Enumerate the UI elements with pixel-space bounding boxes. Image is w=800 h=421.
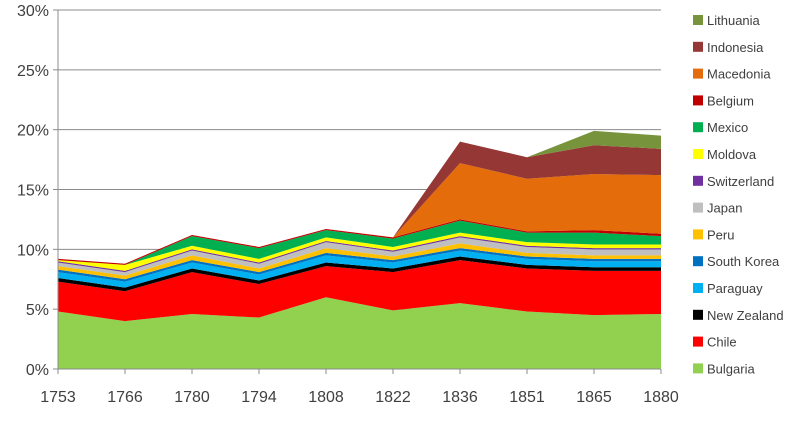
legend-label: Indonesia xyxy=(707,40,764,55)
x-tick-label: 1808 xyxy=(308,389,344,406)
x-tick-label: 1822 xyxy=(375,389,411,406)
legend-label: Bulgaria xyxy=(707,361,755,376)
area-chile xyxy=(58,260,661,322)
legend-swatch xyxy=(693,41,703,52)
legend-item-peru: Peru xyxy=(693,227,734,242)
legend-item-bulgaria: Bulgaria xyxy=(693,361,755,376)
legend-item-mexico: Mexico xyxy=(693,120,748,135)
legend-item-new-zealand: New Zealand xyxy=(693,308,784,323)
area-moldova xyxy=(58,232,661,271)
area-paraguay xyxy=(58,250,661,288)
x-tick-label: 1794 xyxy=(241,389,277,406)
x-tick-label: 1780 xyxy=(174,389,210,406)
x-tick-label: 1836 xyxy=(442,389,478,406)
legend-swatch xyxy=(693,283,703,293)
legend-label: South Korea xyxy=(707,254,780,269)
area-new-zealand xyxy=(58,256,661,292)
area-bulgaria xyxy=(58,297,661,369)
y-tick-label: 0% xyxy=(26,362,49,379)
legend-item-japan: Japan xyxy=(693,201,742,216)
y-tick-label: 30% xyxy=(17,3,49,20)
x-tick-label: 1851 xyxy=(509,389,545,406)
axes: 0% 5% 10% 15% 20% 25% 30% 1753 1766 1780 1794 1808 1… xyxy=(17,3,679,406)
legend-swatch xyxy=(693,336,703,347)
y-tick-label: 20% xyxy=(17,123,49,140)
legend-label: Moldova xyxy=(707,147,757,162)
legend-swatch xyxy=(693,15,703,25)
legend-item-lithuania: Lithuania xyxy=(693,13,761,28)
x-tick-label: 1880 xyxy=(643,389,679,406)
legend-swatch xyxy=(693,175,703,186)
y-tick-label: 15% xyxy=(17,183,49,200)
legend-label: Lithuania xyxy=(707,13,761,28)
area-japan xyxy=(58,237,661,276)
legend-swatch xyxy=(693,149,703,159)
area-mexico xyxy=(58,220,661,265)
legend-label: Peru xyxy=(707,227,734,242)
legend-item-paraguay: Paraguay xyxy=(693,281,763,296)
legend-swatch xyxy=(693,68,703,79)
legend-label: Chile xyxy=(707,335,737,350)
legend-swatch xyxy=(693,122,703,133)
x-tick-label: 1753 xyxy=(40,389,76,406)
area-south-korea xyxy=(58,248,661,282)
y-tick-label: 25% xyxy=(17,63,49,80)
y-tick-label: 5% xyxy=(26,302,49,319)
legend-swatch xyxy=(693,95,703,106)
legend-label: Japan xyxy=(707,201,742,216)
area-switzerland xyxy=(58,236,661,273)
legend-label: Belgium xyxy=(707,93,754,108)
y-tick-label: 10% xyxy=(17,242,49,259)
legend-label: Macedonia xyxy=(707,67,771,82)
legend-label: Paraguay xyxy=(707,281,763,296)
area-indonesia xyxy=(58,141,661,264)
legend-item-macedonia: Macedonia xyxy=(693,67,771,82)
legend-label: Switzerland xyxy=(707,174,774,189)
legend-item-chile: Chile xyxy=(693,335,737,350)
legend-label: Mexico xyxy=(707,120,748,135)
area-macedonia xyxy=(58,163,661,264)
legend-item-south-korea: South Korea xyxy=(693,254,780,269)
legend-swatch xyxy=(693,363,703,374)
legend-item-moldova: Moldova xyxy=(693,147,757,162)
x-tick-label: 1766 xyxy=(107,389,143,406)
legend-swatch xyxy=(693,229,703,240)
legend-item-switzerland: Switzerland xyxy=(693,174,774,189)
area-lithuania xyxy=(58,130,661,264)
legend-swatch xyxy=(693,202,703,213)
legend: Lithuania Indonesia Macedonia Belgium Mexico… xyxy=(693,13,784,376)
legend-item-indonesia: Indonesia xyxy=(693,40,764,55)
legend-swatch xyxy=(693,256,703,267)
legend-label: New Zealand xyxy=(707,308,784,323)
x-tick-label: 1865 xyxy=(576,389,612,406)
series-areas xyxy=(58,130,661,369)
area-peru xyxy=(58,243,661,280)
legend-item-belgium: Belgium xyxy=(693,93,754,108)
legend-swatch xyxy=(693,309,703,320)
